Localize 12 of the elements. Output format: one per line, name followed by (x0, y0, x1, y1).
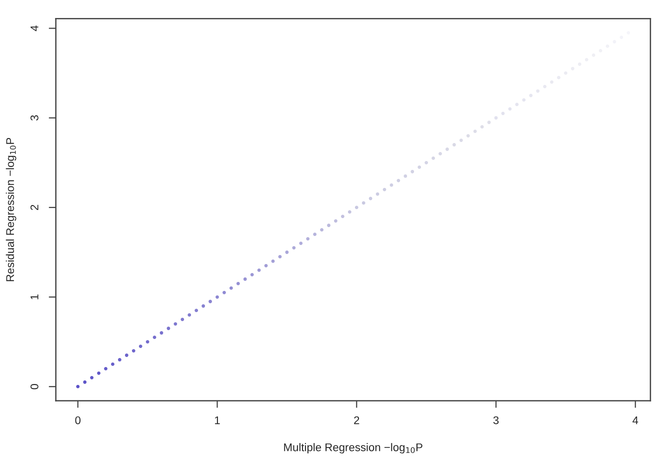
y-tick-label: 3 (30, 115, 38, 121)
x-axis-title: Multiple Regression −log$_{10}$P (284, 443, 422, 454)
y-tick-label: 2 (30, 204, 38, 210)
x-tick-label: 2 (354, 416, 360, 424)
x-tick-label: 4 (632, 416, 638, 424)
y-tick-label: 1 (30, 294, 38, 300)
x-tick-label: 0 (75, 416, 81, 424)
y-axis-title: Residual Regression −log$_{10}$P (6, 138, 16, 282)
y-tick-label: 4 (30, 26, 38, 32)
x-tick-label: 1 (215, 416, 220, 424)
y-tick-label: 0 (30, 384, 38, 390)
x-tick-label: 3 (493, 416, 499, 424)
